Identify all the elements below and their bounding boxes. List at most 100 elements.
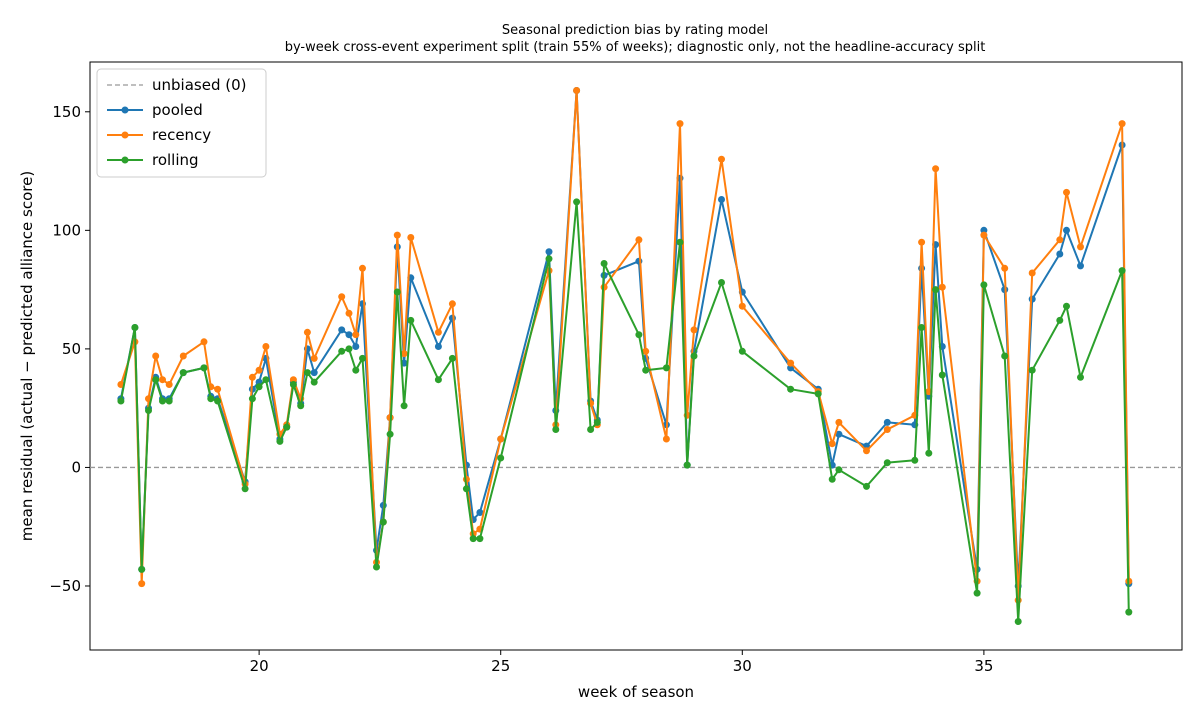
legend-label-unbiased: unbiased (0) <box>152 76 246 94</box>
data-point-recency <box>676 120 684 128</box>
data-point-pooled <box>310 369 318 377</box>
data-point-recency <box>642 347 650 355</box>
data-point-recency <box>407 234 415 241</box>
data-point-rolling <box>276 437 284 445</box>
data-point-pooled <box>545 248 553 256</box>
data-point-rolling <box>918 324 926 331</box>
data-point-rolling <box>214 397 222 405</box>
data-point-recency <box>690 326 698 334</box>
data-point-pooled <box>1056 250 1064 258</box>
data-point-rolling <box>200 364 208 372</box>
data-point-rolling <box>1028 366 1036 374</box>
data-point-pooled <box>434 343 442 350</box>
data-point-pooled <box>476 509 484 516</box>
data-point-recency <box>138 580 146 588</box>
x-tick-label: 25 <box>491 657 510 675</box>
data-point-recency <box>918 238 926 246</box>
data-point-rolling <box>207 395 215 403</box>
data-point-rolling <box>241 485 249 493</box>
data-point-rolling <box>683 461 691 469</box>
data-point-recency <box>1118 120 1126 128</box>
data-point-rolling <box>289 381 297 388</box>
data-point-rolling <box>1063 302 1070 310</box>
x-tick-label: 30 <box>733 657 752 675</box>
legend-marker-recency <box>121 131 129 139</box>
y-tick-label: 100 <box>52 221 81 239</box>
legend-marker-rolling <box>121 156 129 164</box>
data-point-rolling <box>883 459 891 467</box>
data-point-rolling <box>545 255 553 263</box>
x-axis-label: week of season <box>578 683 694 701</box>
data-point-rolling <box>117 397 125 405</box>
data-point-recency <box>828 440 836 448</box>
data-point-rolling <box>573 198 581 206</box>
data-point-rolling <box>165 397 173 405</box>
series-rolling <box>117 198 1133 625</box>
data-point-rolling <box>814 390 822 398</box>
data-point-recency <box>434 328 442 336</box>
data-point-recency <box>159 376 166 384</box>
data-point-recency <box>289 376 297 384</box>
data-point-rolling <box>352 366 360 374</box>
data-point-recency <box>1001 264 1009 272</box>
data-point-recency <box>338 293 346 301</box>
data-point-recency <box>214 385 222 393</box>
data-point-rolling <box>642 366 650 374</box>
data-point-recency <box>573 87 581 94</box>
data-point-recency <box>1063 188 1070 196</box>
data-point-rolling <box>310 378 318 386</box>
data-point-recency <box>310 354 318 362</box>
data-point-recency <box>932 165 940 173</box>
data-point-rolling <box>345 345 353 353</box>
data-point-recency <box>117 381 125 388</box>
legend-marker-pooled <box>121 106 129 114</box>
data-point-rolling <box>373 563 380 571</box>
data-point-recency <box>345 309 353 317</box>
data-point-rolling <box>262 376 270 384</box>
legend: unbiased (0) pooled recency rolling <box>96 68 267 178</box>
data-point-rolling <box>1056 316 1064 324</box>
data-point-rolling <box>635 331 643 339</box>
data-point-rolling <box>662 364 670 372</box>
data-point-rolling <box>462 485 470 493</box>
data-point-rolling <box>1001 352 1009 360</box>
x-axis-ticks: 20 25 30 35 <box>250 650 993 675</box>
data-point-recency <box>359 264 366 272</box>
data-point-recency <box>262 343 270 350</box>
data-point-pooled <box>883 418 891 426</box>
legend-label-pooled: pooled <box>152 101 203 119</box>
data-point-rolling <box>980 281 988 289</box>
data-point-rolling <box>179 369 187 377</box>
data-point-pooled <box>345 331 353 339</box>
data-point-rolling <box>159 397 166 405</box>
data-point-recency <box>980 231 988 239</box>
data-point-recency <box>835 418 843 426</box>
data-point-recency <box>635 236 643 244</box>
data-point-pooled <box>1063 226 1070 234</box>
data-point-rolling <box>386 430 394 438</box>
data-point-rolling <box>600 260 608 267</box>
data-point-rolling <box>925 449 933 457</box>
data-point-rolling <box>828 475 836 483</box>
series-recency <box>117 87 1133 604</box>
data-point-rolling <box>863 482 870 490</box>
data-point-rolling <box>448 354 456 362</box>
series-line-rolling <box>119 200 1130 623</box>
data-point-recency <box>718 155 725 163</box>
data-point-recency <box>1077 243 1084 251</box>
data-point-recency <box>165 381 173 388</box>
data-point-recency <box>255 366 263 374</box>
data-point-rolling <box>138 565 146 573</box>
y-tick-label: 150 <box>52 103 81 121</box>
data-point-rolling <box>718 279 725 286</box>
x-tick-label: 20 <box>250 657 269 675</box>
data-point-recency <box>200 338 208 346</box>
data-point-recency <box>938 283 946 291</box>
data-point-pooled <box>1028 295 1036 303</box>
data-point-recency <box>662 435 670 443</box>
data-point-rolling <box>738 347 746 355</box>
data-point-recency <box>1028 269 1036 277</box>
data-point-recency <box>179 352 187 360</box>
series-pooled <box>117 87 1133 590</box>
